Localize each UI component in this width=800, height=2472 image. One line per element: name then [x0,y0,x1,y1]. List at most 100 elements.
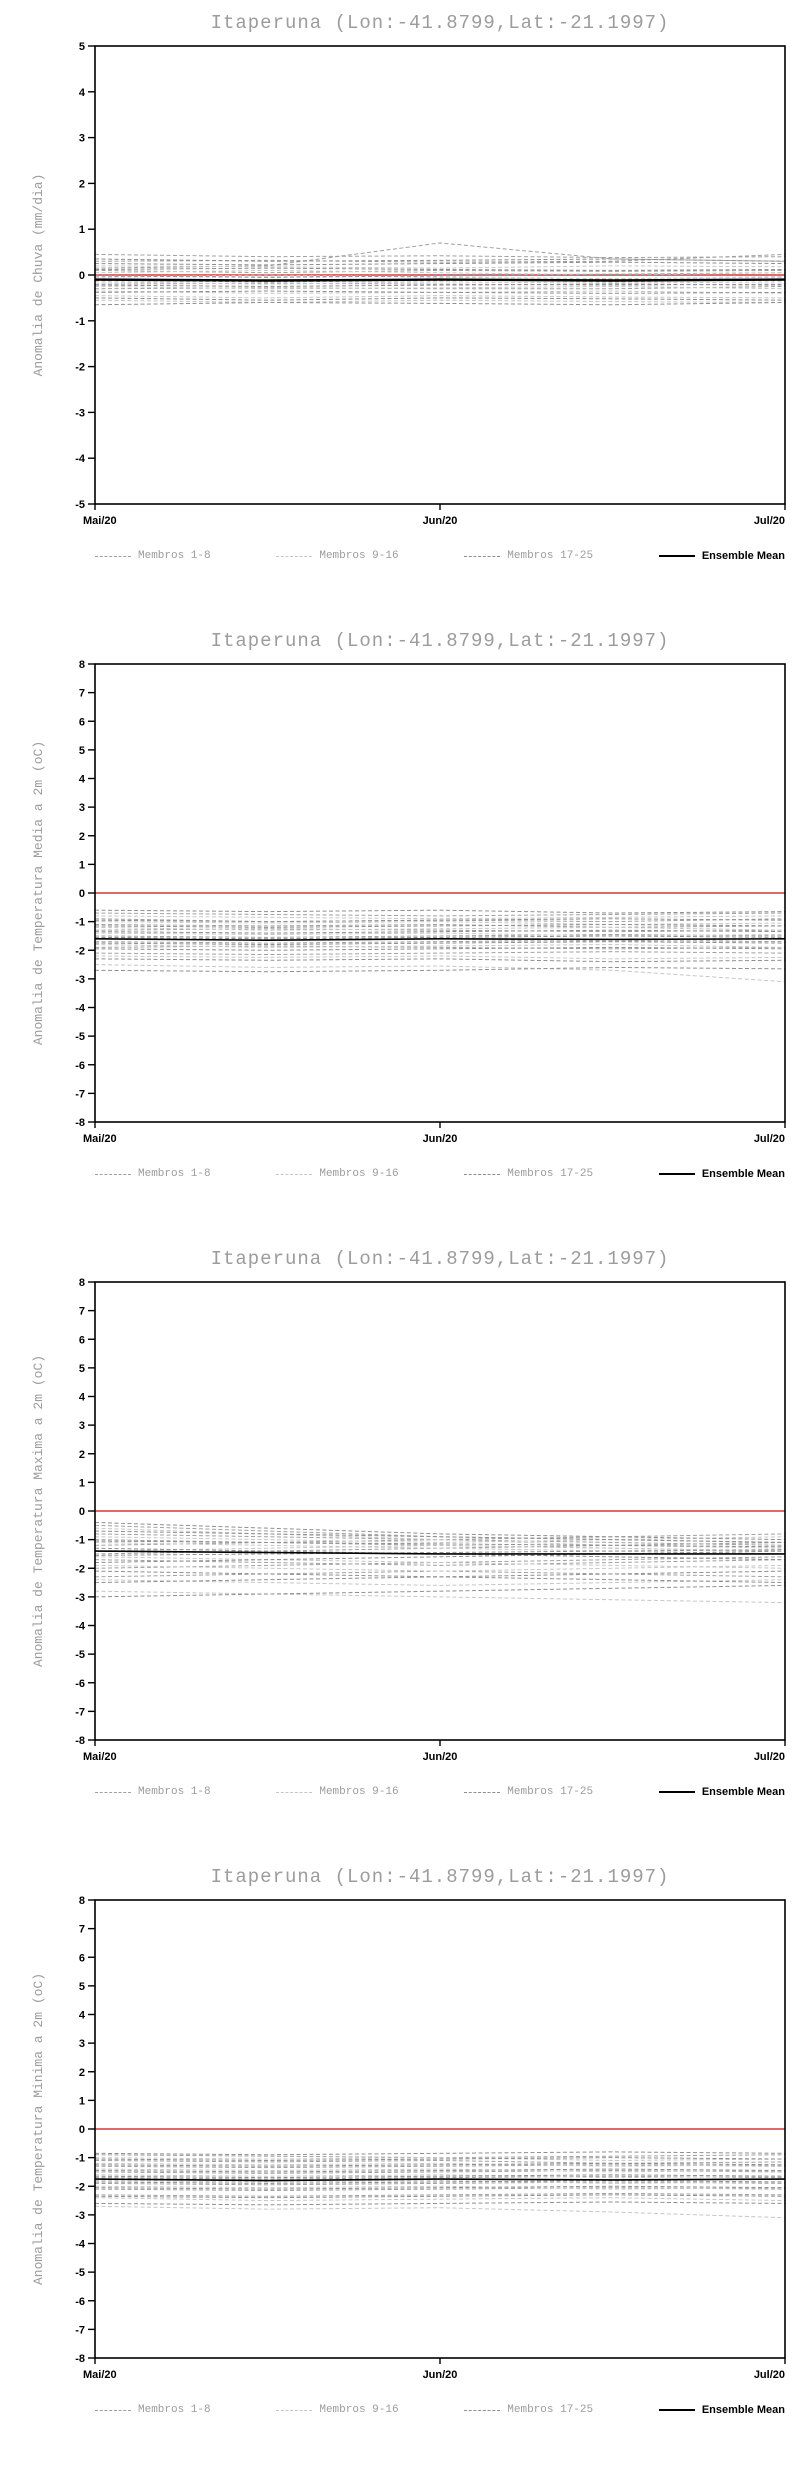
member-line [94,2168,786,2173]
y-tick-label: -5 [75,499,85,511]
legend-item-membros-9-16: Membros 9-16 [276,550,399,562]
y-tick-label: 6 [79,716,85,728]
y-tick-label: 6 [79,1952,85,1964]
y-tick-label: -6 [75,2296,85,2308]
legend-label: Ensemble Mean [701,2404,785,2416]
member-line [94,918,786,923]
member-line [94,272,786,278]
y-tick-label: 8 [79,659,85,671]
member-line [94,944,786,948]
x-tick-label: Jun/20 [423,515,458,527]
member-line [94,2205,786,2219]
chart-block-temp-minima: Itaperuna (Lon:-41.8799,Lat:-21.1997) An… [0,1854,800,2472]
y-tick-label: -4 [75,1621,86,1633]
member-line [94,2180,786,2184]
legend-item-membros-1-8: Membros 1-8 [95,550,211,562]
member-line [94,964,786,983]
y-tick-label: 5 [79,1363,85,1375]
member-line [94,269,786,274]
x-tick-label: Mai/20 [83,1133,117,1145]
y-tick-label: -6 [75,1678,85,1690]
member-line [94,955,786,960]
dashed-line-swatch-icon [276,2409,313,2411]
member-line [94,265,786,269]
x-tick-label: Jun/20 [423,1751,458,1763]
member-line [94,1521,786,1541]
member-line [94,1530,786,1543]
dashed-line-swatch-icon [464,1791,501,1793]
ensemble-mean-line [94,937,786,942]
member-line [94,253,786,259]
legend-label: Membros 1-8 [138,2404,211,2416]
y-tick-label: 3 [79,133,85,145]
legend-label: Membros 17-25 [507,550,594,562]
member-line [94,285,786,290]
y-tick-label: 2 [79,2067,85,2079]
y-tick-label: -2 [75,1563,85,1575]
y-tick-label: 2 [79,831,85,843]
legend-label: Membros 17-25 [507,1168,594,1180]
member-line [94,923,786,928]
y-tick-label: -5 [75,2267,85,2279]
y-tick-label: 3 [79,802,85,814]
y-tick-label: 0 [79,270,85,282]
plot-border [94,1899,786,2359]
legend-item-membros-9-16: Membros 9-16 [276,1168,399,1180]
member-line [94,1570,786,1584]
member-line [94,261,786,266]
member-line [94,912,786,917]
y-tick-label: -4 [75,1003,86,1015]
member-line [94,2168,786,2173]
member-line [94,926,786,931]
member-line [94,274,786,278]
member-line [94,301,786,306]
y-tick-label: 0 [79,888,85,900]
y-tick-label: -2 [75,362,85,374]
y-tick-label: -1 [75,917,85,929]
member-line [94,1570,786,1578]
y-tick-label: -4 [75,453,86,465]
member-line [94,283,786,287]
y-tick-label: 4 [79,2010,86,2022]
y-tick-label: 3 [79,2038,85,2050]
member-line [94,274,786,280]
x-tick-label: Mai/20 [83,1751,117,1763]
member-line [94,295,786,299]
y-tick-label: 6 [79,1334,85,1346]
y-tick-label: -2 [75,945,85,957]
dashed-line-swatch-icon [95,1791,131,1793]
member-line [94,2185,786,2190]
legend-item-membros-1-8: Membros 1-8 [95,1786,211,1798]
y-tick-label: -1 [75,1535,85,1547]
legend-label: Membros 9-16 [319,1168,399,1180]
legend-label: Membros 1-8 [138,550,211,562]
dashed-line-swatch-icon [95,555,131,557]
member-line [94,1564,786,1572]
member-line [94,929,786,934]
member-line [94,966,786,973]
y-tick-label: 3 [79,1420,85,1432]
y-tick-label: 1 [79,1477,85,1489]
y-tick-label: -7 [75,2324,85,2336]
member-line [94,941,786,946]
member-line [94,269,786,276]
y-tick-label: 4 [79,87,86,99]
chart-title: Itaperuna (Lon:-41.8799,Lat:-21.1997) [210,12,670,34]
member-line [94,1544,786,1552]
y-tick-label: 0 [79,2124,85,2136]
y-tick-label: 7 [79,1924,85,1936]
legend-label: Membros 9-16 [319,1786,399,1798]
member-line [94,2180,786,2184]
y-tick-label: -3 [75,2210,85,2222]
plot-border [94,1281,786,1741]
legend-item-ensemble-mean: Ensemble Mean [658,2404,785,2416]
member-line [94,2201,786,2206]
y-tick-label: 7 [79,688,85,700]
legend-label: Ensemble Mean [701,1786,785,1798]
ensemble-mean-line [94,1550,785,1555]
dashed-line-swatch-icon [464,555,501,557]
y-tick-label: -8 [75,2353,85,2365]
solid-line-swatch-icon [658,2409,695,2411]
y-tick-label: -4 [75,2239,86,2251]
member-line [94,258,786,262]
